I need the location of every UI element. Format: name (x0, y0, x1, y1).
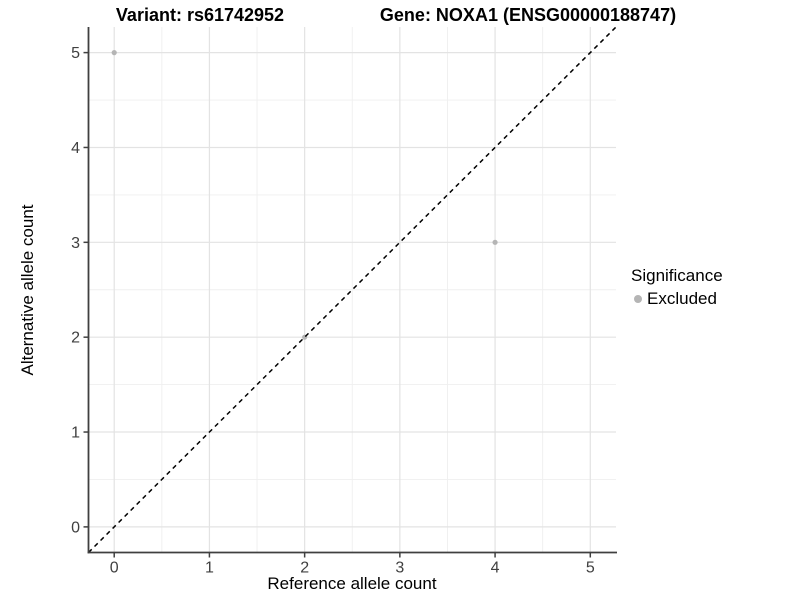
plot-title-variant: Variant: rs61742952 (115, 5, 285, 25)
legend-item-label: Excluded (647, 289, 717, 308)
y-tick-label: 2 (71, 330, 80, 347)
x-tick-label: 4 (491, 560, 500, 577)
circle-icon (634, 295, 642, 303)
legend-item-excluded: Excluded (631, 289, 723, 309)
legend: Significance Excluded (631, 266, 723, 309)
y-tick-label: 1 (71, 425, 80, 442)
y-axis-title: Alternative allele count (18, 204, 37, 376)
x-tick-label: 1 (205, 560, 214, 577)
x-tick-label: 2 (300, 560, 309, 577)
x-tick-label: 5 (586, 560, 595, 577)
legend-title: Significance (631, 266, 723, 285)
x-axis-title: Reference allele count (267, 574, 437, 593)
x-tick-label: 0 (110, 560, 119, 577)
x-tick-label: 3 (395, 560, 404, 577)
y-tick-label: 3 (71, 235, 80, 252)
plot-title-gene: Gene: NOXA1 (ENSG00000188747) (379, 5, 677, 25)
y-tick-label: 4 (71, 140, 80, 157)
y-tick-label: 5 (71, 45, 80, 62)
y-tick-label: 0 (71, 519, 80, 536)
